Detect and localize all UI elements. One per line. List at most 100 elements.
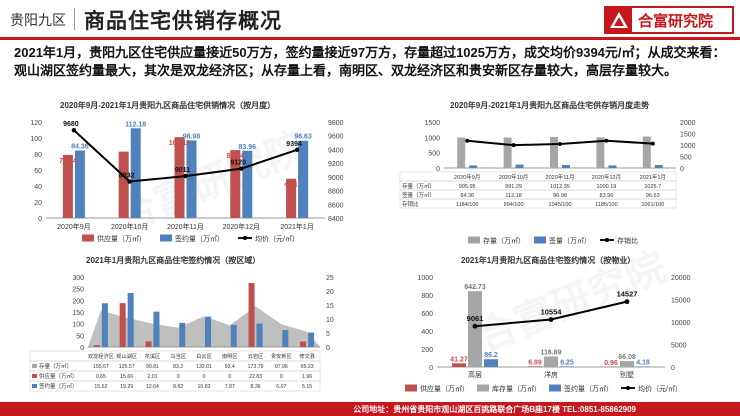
legend-label: 存销比	[617, 236, 638, 245]
y2-tick-label: 2000	[680, 120, 696, 127]
bar-supply	[119, 303, 126, 347]
table-cell: 贵安新区	[271, 352, 292, 360]
table-cell: 1000.19	[596, 184, 616, 190]
legend-swatch	[32, 384, 37, 388]
y-tick-label: 100	[30, 136, 42, 143]
x-tick-label: 2021年1月	[280, 222, 313, 231]
y2-tick-label: 20000	[671, 275, 691, 282]
table-cell: 6.07	[276, 384, 286, 390]
data-label: 96.63	[294, 134, 312, 141]
y2-tick-label: 0	[680, 166, 684, 173]
data-label: 41.27	[450, 356, 468, 363]
y2-tick-label: 5	[326, 331, 330, 338]
data-label: 83	[120, 155, 128, 162]
table-cell: 10.83	[198, 384, 211, 390]
data-label: 9394	[286, 141, 302, 148]
table-cell: 84.36	[460, 193, 474, 199]
table-cell: 7.87	[225, 384, 235, 390]
legend-swatch	[468, 236, 480, 244]
bar-sign	[298, 140, 309, 218]
point-avg-price	[294, 147, 300, 153]
point-avg-price	[71, 128, 77, 133]
legend-swatch	[32, 364, 37, 368]
table-cell: 8.62	[173, 384, 183, 390]
legend-swatch	[405, 384, 417, 392]
bar-sign	[469, 165, 478, 168]
table-cell: 96.98	[553, 193, 567, 199]
legend-label: 供应量（万㎡）	[97, 234, 146, 243]
legend-label: 签量（万㎡）	[549, 236, 591, 245]
table-cell: 2020年11月	[546, 173, 575, 181]
point-stock-ratio	[465, 138, 470, 143]
table-cell: 994/100	[504, 202, 524, 208]
bar-sign	[130, 128, 141, 218]
table-row	[399, 171, 677, 182]
y-tick-label: 400	[421, 329, 433, 336]
data-label: 9011	[175, 167, 190, 174]
legend-swatch	[160, 234, 172, 242]
bar-stock	[468, 291, 482, 367]
y2-tick-label: 10000	[671, 320, 691, 327]
y-tick-label: 0	[436, 166, 440, 173]
data-label: 14527	[617, 290, 638, 299]
x-tick-label: 2020年11月	[167, 222, 204, 231]
table-cell: 125.57	[119, 364, 135, 370]
data-label: 842.73	[464, 284, 486, 291]
page-title: 商品住宅供销存概况	[84, 10, 282, 33]
table-cell: 83.96	[600, 193, 614, 199]
data-label: 84.36	[71, 144, 89, 151]
table-cell: 观山湖区	[116, 352, 137, 360]
table-cell: 1045/100	[549, 202, 572, 208]
y2-tick-label: 9200	[328, 161, 344, 168]
bar-sign	[205, 316, 211, 347]
point-avg-price	[183, 173, 188, 179]
table-cell: 0	[280, 374, 283, 380]
bar-supply	[93, 345, 100, 347]
table-cell: 白云区	[196, 352, 212, 360]
footer-bar: 公司地址：贵州省贵阳市观山湖区百挑路联合广场B座17楼 TEL:0851-858…	[0, 402, 740, 416]
table-cell: 1061/100	[641, 202, 664, 208]
bar-sign	[562, 165, 570, 168]
table-cell: 97.96	[275, 364, 288, 370]
table-cell: 2021年1月	[640, 173, 666, 181]
point-stock-ratio	[511, 143, 516, 148]
chart-title: 2021年1月贵阳九区商品住宅签约情况（按物业）	[461, 256, 636, 265]
table-cell: 0	[203, 374, 206, 380]
bar-sign	[256, 323, 263, 347]
table-row-label: 存销比	[402, 200, 419, 208]
y-tick-label: 1000	[417, 275, 433, 282]
y-tick-label: 0	[429, 365, 433, 372]
table-cell: 132.01	[196, 364, 212, 370]
table-cell: 22.83	[249, 374, 262, 380]
legend-swatch	[82, 234, 94, 242]
table-cell: 112.18	[505, 193, 521, 199]
table-cell: 96.63	[646, 193, 660, 199]
table-cell: 12.64	[146, 384, 159, 390]
chart-title: 2021年1月贵阳九区商品住宅签约情况（按区域）	[86, 256, 261, 265]
data-label: 9061	[467, 314, 484, 323]
legend-label: 签约量（万㎡）	[564, 384, 613, 393]
data-label: 83.96	[239, 144, 257, 151]
table-cell: 995.95	[459, 184, 476, 190]
bar-sign	[654, 165, 663, 168]
table-cell: 93.4	[225, 364, 235, 370]
table-cell: 5.15	[302, 384, 312, 390]
bar-stock	[544, 356, 558, 367]
y-tick-label: 300	[72, 275, 84, 282]
y-tick-label: 40	[34, 184, 42, 191]
table-cell: 乌当区	[170, 352, 186, 360]
table-cell: 1012.35	[550, 184, 570, 190]
chart-title: 2020年9月-2021年1月贵阳九区商品住宅供存销月度走势	[450, 101, 650, 110]
bar-stock	[503, 137, 512, 168]
table-row	[29, 380, 321, 392]
y-tick-label: 60	[34, 168, 42, 175]
y-tick-label: 100	[72, 322, 84, 329]
logo-text: 合富研究院	[638, 12, 714, 30]
table-cell: 双龙经济区	[88, 352, 114, 360]
bar-supply	[230, 150, 241, 218]
point-avg-price	[624, 299, 630, 305]
y-tick-label: 500	[428, 151, 440, 158]
bar-sign	[230, 324, 237, 347]
x-tick-label: 别墅	[620, 370, 634, 379]
chart-svg: 0 50 100 150 200 250 300 0 5 10 15 20 25 双龙经济区 观山湖区 花溪区…	[29, 275, 334, 392]
